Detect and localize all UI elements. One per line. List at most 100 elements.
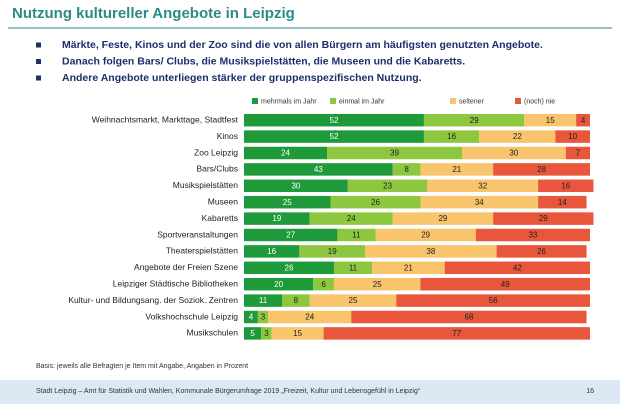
- footer-source: Stadt Leipzig – Amt für Statistik und Wa…: [36, 388, 421, 395]
- bar-segment: [244, 179, 348, 193]
- bar-segment: [244, 130, 424, 143]
- bar-segment: [365, 245, 497, 258]
- bar-segment: [330, 195, 421, 209]
- value-label: 28: [537, 165, 546, 174]
- value-label: 26: [285, 263, 294, 272]
- bar-segment: [244, 228, 338, 242]
- bar-segment: [479, 130, 556, 143]
- bar-segment: [244, 163, 393, 176]
- bar-segment: [244, 146, 328, 160]
- value-label: 26: [371, 198, 380, 207]
- value-label: 21: [452, 165, 461, 174]
- value-label: 29: [438, 214, 447, 223]
- legend-swatch: [450, 98, 456, 104]
- bar-segment: [375, 228, 476, 242]
- bar-segment: [244, 195, 331, 209]
- bar-segment: [538, 195, 587, 209]
- value-label: 38: [426, 247, 435, 256]
- value-label: 3: [261, 313, 266, 322]
- value-label: 6: [321, 280, 326, 289]
- bar-segment: [244, 327, 262, 340]
- value-label: 4: [249, 313, 254, 322]
- bar-segment: [268, 310, 352, 324]
- value-label: 23: [383, 181, 392, 190]
- value-label: 24: [347, 214, 356, 223]
- value-label: 27: [286, 231, 295, 240]
- bullet-marker: [36, 75, 41, 81]
- value-label: 11: [259, 296, 268, 305]
- bar-segment: [271, 327, 324, 340]
- legend-swatch: [252, 98, 258, 104]
- value-label: 20: [274, 280, 283, 289]
- bar-segment: [282, 294, 310, 307]
- bar-segment: [333, 261, 373, 275]
- bar-segment: [420, 195, 539, 209]
- bar-segment: [538, 179, 594, 193]
- bar-segment: [244, 261, 334, 275]
- value-label: 43: [314, 165, 323, 174]
- bar-segment: [299, 245, 366, 258]
- bar-segment: [524, 113, 577, 127]
- page-number: 16: [586, 388, 594, 395]
- value-label: 29: [421, 231, 430, 240]
- value-label: 14: [558, 198, 567, 207]
- value-label: 26: [537, 247, 546, 256]
- value-label: 30: [509, 149, 518, 158]
- category-label: Zoo Leipzig: [194, 147, 238, 157]
- category-label: Volkshochschule Leipzig: [145, 311, 238, 321]
- bar-segment: [351, 310, 587, 324]
- chart: mehrmals im Jahr einmal im Jahr seltener (n…: [68, 98, 594, 340]
- bar-segment: [493, 163, 590, 176]
- bar-segment: [420, 163, 494, 176]
- legend-swatch: [330, 98, 336, 104]
- value-label: 42: [513, 263, 522, 272]
- category-label: Kabaretts: [202, 213, 238, 223]
- legend-label: seltener: [459, 98, 485, 105]
- bar-segment: [565, 146, 590, 160]
- bar-segment: [420, 277, 590, 291]
- value-label: 25: [349, 296, 358, 305]
- value-label: 7: [576, 149, 581, 158]
- bar-segment: [427, 179, 539, 193]
- bar-segment: [327, 146, 462, 160]
- bar-segment: [392, 163, 421, 176]
- legend-label: mehrmals im Jahr: [261, 98, 317, 105]
- bar-segment: [423, 113, 525, 127]
- bar-segment: [313, 277, 334, 291]
- value-label: 49: [501, 280, 510, 289]
- value-label: 52: [330, 116, 339, 125]
- bar-segment: [444, 261, 590, 275]
- value-label: 68: [464, 313, 473, 322]
- bar-segment: [372, 261, 445, 275]
- value-label: 77: [452, 329, 461, 338]
- bar-segment: [493, 212, 594, 225]
- value-label: 19: [328, 247, 337, 256]
- value-label: 25: [283, 198, 292, 207]
- bar-segment: [244, 277, 314, 291]
- value-label: 34: [475, 198, 484, 207]
- value-label: 30: [291, 181, 300, 190]
- value-label: 8: [404, 165, 409, 174]
- value-label: 5: [250, 329, 255, 338]
- bar-segment: [309, 294, 397, 307]
- bar-segment: [461, 146, 566, 160]
- bar-segment: [423, 130, 480, 143]
- slide-title: Nutzung kultureller Angebote in Leipzig: [12, 5, 295, 22]
- bar-segment: [347, 179, 428, 193]
- bar-segment: [244, 113, 424, 127]
- category-label: Sportveranstaltungen: [157, 229, 238, 239]
- bar-segment: [475, 228, 590, 242]
- value-label: 4: [581, 116, 586, 125]
- value-label: 10: [568, 132, 577, 141]
- value-label: 25: [373, 280, 382, 289]
- value-label: 29: [539, 214, 548, 223]
- value-label: 11: [352, 231, 361, 240]
- bar-segment: [244, 245, 300, 258]
- bullet-text: Märkte, Feste, Kinos und der Zoo sind di…: [62, 39, 543, 51]
- value-label: 8: [294, 296, 299, 305]
- value-label: 19: [272, 214, 281, 223]
- chart-note: Basis: jeweils alle Befragten je Item mi…: [36, 363, 248, 370]
- value-label: 32: [478, 181, 487, 190]
- bar-segment: [257, 310, 269, 324]
